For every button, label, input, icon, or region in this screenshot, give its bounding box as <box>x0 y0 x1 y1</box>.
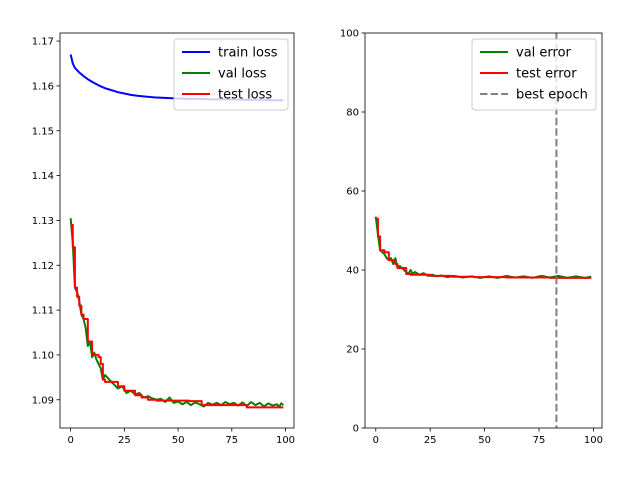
x-tick-label: 0 <box>67 435 73 446</box>
legend-test-loss-label: test loss <box>218 88 272 103</box>
loss-chart: 0 25 50 75 100 1.09 1.10 1.11 1.12 1.13 1.14 1.15 1.… <box>32 32 295 446</box>
y-tick-label: 100 <box>340 29 359 40</box>
series-test-loss-line <box>70 223 284 409</box>
x-tick-label: 100 <box>276 435 295 446</box>
x-tick-label: 25 <box>118 435 131 446</box>
y-tick-label: 20 <box>346 345 359 356</box>
y-tick-label: 1.09 <box>32 395 54 406</box>
legend-val-loss-label: val loss <box>218 67 267 82</box>
y-tick-label: 1.16 <box>32 82 54 93</box>
legend: val error test error best epoch <box>471 38 597 111</box>
legend-best-epoch-label: best epoch <box>516 88 588 103</box>
y-tick-label: 60 <box>346 187 359 198</box>
x-tick-label: 50 <box>172 435 185 446</box>
legend-val-error-label: val error <box>516 46 572 61</box>
x-tick-label: 100 <box>584 435 603 446</box>
y-tick-label: 1.11 <box>32 306 54 317</box>
y-tick-label: 1.14 <box>32 171 54 182</box>
x-tick-label: 75 <box>533 435 546 446</box>
legend-box <box>471 38 597 111</box>
y-tick-label: 1.13 <box>32 216 54 227</box>
x-tick-label: 50 <box>478 435 491 446</box>
legend-train-loss-label: train loss <box>218 46 278 61</box>
legend-box <box>173 38 289 111</box>
series-test-error-line <box>375 217 592 279</box>
x-tick-label: 25 <box>424 435 437 446</box>
legend-test-error-label: test error <box>516 67 577 82</box>
axes-frame <box>59 32 295 429</box>
y-tick-label: 1.15 <box>32 126 54 137</box>
y-tick-label: 0 <box>353 424 359 435</box>
y-tick-label: 40 <box>346 266 359 277</box>
y-tick-label: 1.12 <box>32 261 54 272</box>
y-tick-label: 80 <box>346 108 359 119</box>
legend: train loss val loss test loss <box>173 38 289 111</box>
x-tick-label: 75 <box>225 435 238 446</box>
y-tick-label: 1.17 <box>32 37 54 48</box>
axes-frame <box>364 32 603 429</box>
x-tick-label: 0 <box>373 435 379 446</box>
error-chart: 0 25 50 75 100 0 20 40 60 80 100 val error test erro… <box>340 29 603 446</box>
y-tick-label: 1.10 <box>32 351 54 362</box>
